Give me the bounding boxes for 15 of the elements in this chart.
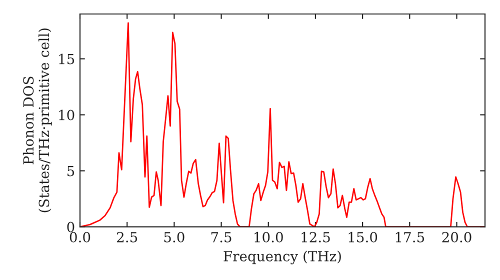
x-tick-label: 15.0 [348,232,378,242]
x-tick-label: 2.5 [116,232,138,242]
x-tick-label: 17.5 [396,232,424,242]
y-tick-label: 0 [67,222,74,232]
x-tick-label: 12.5 [302,232,330,242]
x-tick-label: 7.5 [211,232,232,242]
y-tick-label: 5 [67,166,74,176]
x-tick-label: 0.0 [70,232,90,242]
x-tick-label: 5.0 [164,232,184,242]
y-tick-label: 15 [59,54,74,64]
y-tick-label: 10 [59,110,74,120]
y-axis-title: Phonon DOS (States/THz·primitive cell) [22,28,52,212]
x-tick-label: 20.0 [442,232,472,242]
x-tick-label: 10.0 [254,232,283,242]
x-axis-title: Frequency (THz) [224,250,341,264]
